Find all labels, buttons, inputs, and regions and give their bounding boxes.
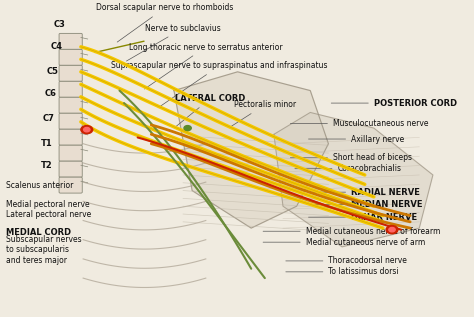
Text: T2: T2 <box>41 161 53 170</box>
Polygon shape <box>174 72 328 228</box>
Text: Medial cutaneous nerve of forearm: Medial cutaneous nerve of forearm <box>263 227 440 236</box>
FancyBboxPatch shape <box>59 161 82 177</box>
Text: Scalenus anterior: Scalenus anterior <box>6 181 73 191</box>
FancyBboxPatch shape <box>59 81 82 97</box>
Circle shape <box>83 127 90 132</box>
Text: Short head of biceps: Short head of biceps <box>291 153 412 162</box>
Text: MEDIAL CORD: MEDIAL CORD <box>6 228 71 237</box>
Text: Medial cutaneous nerve of arm: Medial cutaneous nerve of arm <box>263 238 425 247</box>
Text: C3: C3 <box>54 20 65 29</box>
FancyBboxPatch shape <box>59 145 82 161</box>
Text: POSTERIOR CORD: POSTERIOR CORD <box>331 99 457 107</box>
Circle shape <box>389 228 395 232</box>
Text: C5: C5 <box>47 67 59 76</box>
Text: C6: C6 <box>45 89 56 98</box>
Text: Dorsal scapular nerve to rhomboids: Dorsal scapular nerve to rhomboids <box>96 3 234 42</box>
FancyBboxPatch shape <box>59 177 82 193</box>
Circle shape <box>386 226 398 234</box>
FancyBboxPatch shape <box>59 33 82 49</box>
Text: Lateral pectoral nerve: Lateral pectoral nerve <box>6 210 91 218</box>
Text: LATERAL CORD: LATERAL CORD <box>175 94 246 126</box>
Polygon shape <box>274 113 433 247</box>
FancyBboxPatch shape <box>59 129 82 145</box>
Text: Long thoracic nerve to serratus anterior: Long thoracic nerve to serratus anterior <box>129 42 283 89</box>
Text: MEDIAN NERVE: MEDIAN NERVE <box>309 200 423 209</box>
FancyBboxPatch shape <box>59 65 82 81</box>
FancyBboxPatch shape <box>59 113 82 129</box>
Text: Musculocutaneous nerve: Musculocutaneous nerve <box>291 119 428 128</box>
Text: RADIAL NERVE: RADIAL NERVE <box>309 188 420 197</box>
FancyBboxPatch shape <box>59 49 82 65</box>
Text: Axillary nerve: Axillary nerve <box>309 134 404 144</box>
Text: Coracobrachialis: Coracobrachialis <box>295 164 401 173</box>
Text: C4: C4 <box>50 42 63 51</box>
Text: Nerve to subclavius: Nerve to subclavius <box>127 24 221 61</box>
Text: C7: C7 <box>42 114 54 123</box>
Text: Suprascapular nerve to supraspinatus and infraspinatus: Suprascapular nerve to supraspinatus and… <box>111 61 328 108</box>
Circle shape <box>184 126 191 131</box>
Text: To latissimus dorsi: To latissimus dorsi <box>286 267 399 276</box>
Circle shape <box>81 126 93 134</box>
Text: Pectoralis minor: Pectoralis minor <box>231 100 296 126</box>
FancyBboxPatch shape <box>59 97 82 113</box>
Text: ULNAR NERVE: ULNAR NERVE <box>309 213 417 222</box>
Text: Thoracodorsal nerve: Thoracodorsal nerve <box>286 256 407 265</box>
Text: T1: T1 <box>41 139 53 148</box>
Text: Subscapular nerves
to subscapularis
and teres major: Subscapular nerves to subscapularis and … <box>6 235 82 265</box>
Text: Medial pectoral nerve: Medial pectoral nerve <box>6 200 90 209</box>
